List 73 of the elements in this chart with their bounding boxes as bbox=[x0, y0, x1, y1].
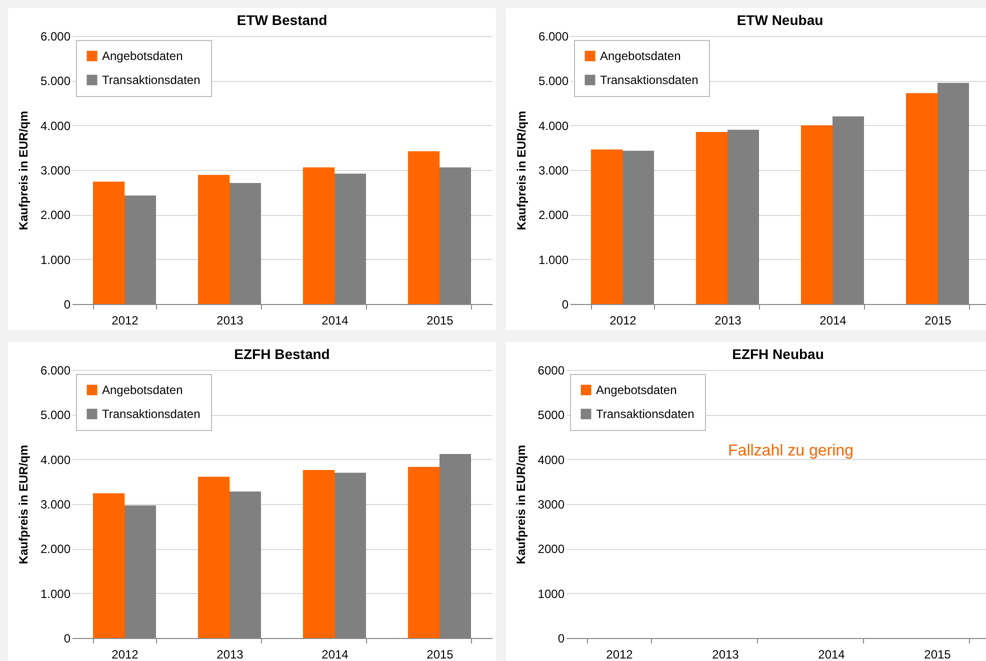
legend-label: Angebotsdaten bbox=[596, 383, 677, 397]
y-tick-label: 6.000 bbox=[538, 30, 569, 44]
legend-label: Angebotsdaten bbox=[600, 49, 681, 63]
y-tick-label: 4.000 bbox=[538, 118, 569, 133]
bar bbox=[198, 476, 230, 638]
chart-title: EZFH Bestand bbox=[234, 346, 330, 362]
legend-label: Transaktionsdaten bbox=[596, 407, 694, 421]
bar bbox=[696, 132, 728, 304]
bar bbox=[408, 151, 440, 304]
y-tick-label: 0 bbox=[64, 632, 71, 646]
y-tick-label: 1.000 bbox=[538, 252, 569, 267]
legend-label: Transaktionsdaten bbox=[102, 407, 200, 421]
y-tick-label: 4000 bbox=[538, 452, 565, 467]
bar bbox=[906, 93, 938, 304]
y-tick-label: 2.000 bbox=[40, 542, 71, 556]
y-tick-label: 6.000 bbox=[40, 364, 71, 378]
y-tick-label: 5.000 bbox=[40, 74, 71, 88]
y-tick-label: 0 bbox=[64, 298, 71, 312]
y-axis-title: Kaufpreis in EUR/qm bbox=[16, 444, 30, 564]
bar bbox=[408, 466, 440, 638]
bar bbox=[591, 149, 622, 304]
x-tick-label: 2015 bbox=[426, 314, 454, 328]
y-tick-label: 5.000 bbox=[538, 74, 569, 88]
chart-title: EZFH Neubau bbox=[732, 346, 824, 362]
y-tick-label: 0 bbox=[562, 298, 569, 312]
y-axis-title: Kaufpreis in EUR/qm bbox=[16, 110, 30, 230]
x-tick-label: 2014 bbox=[820, 314, 847, 328]
legend-label: Transaktionsdaten bbox=[600, 73, 698, 87]
x-tick-label: 2015 bbox=[924, 314, 952, 328]
y-tick-label: 2.000 bbox=[538, 208, 569, 222]
bar bbox=[198, 174, 230, 304]
bar bbox=[93, 493, 124, 638]
legend-label: Angebotsdaten bbox=[102, 49, 183, 63]
x-tick-label: 2015 bbox=[426, 648, 454, 661]
legend-label: Transaktionsdaten bbox=[102, 73, 200, 87]
y-tick-label: 3000 bbox=[538, 498, 565, 512]
y-tick-label: 1.000 bbox=[40, 586, 71, 601]
y-tick-label: 5000 bbox=[538, 408, 565, 422]
y-tick-label: 1.000 bbox=[40, 252, 71, 267]
y-tick-label: 4.000 bbox=[40, 452, 71, 467]
x-tick-label: 2014 bbox=[322, 648, 349, 661]
y-tick-label: 1000 bbox=[538, 586, 565, 601]
y-tick-label: 6000 bbox=[538, 364, 565, 378]
annotation: Fallzahl zu gering bbox=[728, 442, 854, 460]
bar bbox=[303, 470, 334, 638]
chart-title: ETW Bestand bbox=[236, 12, 328, 28]
y-tick-label: 2000 bbox=[538, 542, 565, 556]
x-tick-label: 2012 bbox=[606, 648, 634, 661]
bar bbox=[801, 125, 832, 304]
x-tick-label: 2014 bbox=[322, 314, 349, 328]
y-tick-label: 2.000 bbox=[40, 208, 71, 222]
y-axis-title: Kaufpreis in EUR/qm bbox=[514, 444, 528, 564]
y-tick-label: 0 bbox=[558, 632, 565, 646]
x-tick-label: 2013 bbox=[712, 648, 740, 661]
x-tick-label: 2013 bbox=[714, 314, 742, 328]
y-tick-label: 3.000 bbox=[538, 164, 569, 178]
x-tick-label: 2013 bbox=[216, 648, 244, 661]
y-tick-label: 6.000 bbox=[40, 30, 71, 44]
bar bbox=[93, 182, 124, 304]
y-axis-title: Kaufpreis in EUR/qm bbox=[514, 110, 528, 230]
bar bbox=[303, 167, 334, 304]
x-tick-label: 2012 bbox=[610, 314, 637, 328]
y-tick-label: 5.000 bbox=[40, 408, 71, 422]
x-tick-label: 2013 bbox=[216, 314, 244, 328]
y-tick-label: 3.000 bbox=[40, 164, 71, 178]
x-tick-label: 2012 bbox=[112, 314, 139, 328]
y-tick-label: 3.000 bbox=[40, 498, 71, 512]
x-tick-label: 2012 bbox=[112, 648, 139, 661]
legend-label: Angebotsdaten bbox=[102, 383, 183, 397]
chart-title: ETW Neubau bbox=[736, 12, 824, 28]
x-tick-label: 2014 bbox=[818, 648, 846, 661]
y-tick-label: 4.000 bbox=[40, 118, 71, 133]
x-tick-label: 2015 bbox=[924, 648, 952, 661]
